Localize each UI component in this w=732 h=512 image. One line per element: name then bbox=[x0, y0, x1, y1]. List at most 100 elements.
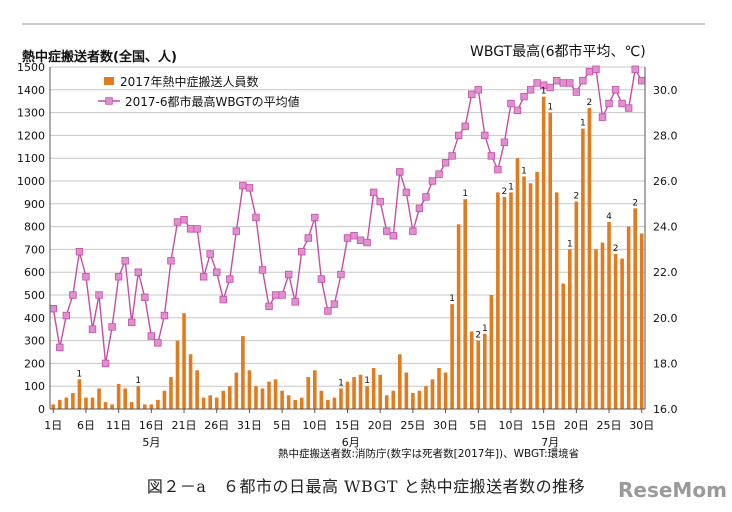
wbgt-marker bbox=[206, 250, 214, 258]
left-y-tick-label: 1400 bbox=[17, 84, 45, 97]
wbgt-marker bbox=[56, 343, 64, 352]
wbgt-marker bbox=[62, 311, 71, 320]
death-count-label: 1 bbox=[77, 369, 83, 379]
month-label: 7月 bbox=[541, 436, 559, 449]
bar bbox=[496, 192, 500, 409]
bar bbox=[437, 367, 441, 409]
right-y-tick-label: 30.0 bbox=[653, 84, 678, 97]
wbgt-marker bbox=[356, 236, 365, 244]
bar bbox=[384, 395, 389, 409]
death-count-label: 2 bbox=[613, 244, 619, 254]
left-y-tick-label: 100 bbox=[24, 380, 45, 393]
death-count-label: 1 bbox=[462, 189, 468, 199]
wbgt-marker bbox=[481, 131, 489, 140]
bar bbox=[129, 402, 134, 409]
bar bbox=[548, 112, 552, 409]
wbgt-marker bbox=[95, 291, 103, 299]
x-tick-label: 21日 bbox=[172, 419, 197, 432]
x-tick-label: 1日 bbox=[44, 419, 62, 432]
death-count-label: 1 bbox=[338, 378, 344, 388]
wbgt-marker bbox=[618, 99, 626, 108]
bar bbox=[528, 183, 533, 409]
bar bbox=[541, 96, 546, 409]
wbgt-marker bbox=[284, 270, 293, 279]
death-count-label: 2 bbox=[587, 98, 593, 108]
bar bbox=[535, 171, 539, 409]
wbgt-marker bbox=[330, 300, 339, 308]
bar bbox=[182, 313, 186, 409]
right-y-tick-labels: 16.0 18.0 20.0 22.0 24.0 26.0 28.0 30.0 bbox=[653, 84, 678, 416]
wbgt-marker bbox=[219, 295, 227, 304]
wbgt-marker bbox=[199, 273, 208, 281]
bar bbox=[391, 390, 396, 409]
line-series bbox=[52, 67, 643, 364]
bar bbox=[476, 340, 481, 409]
bar bbox=[123, 388, 127, 409]
wbgt-marker bbox=[598, 113, 607, 121]
wbgt-marker bbox=[278, 291, 286, 299]
legend-bar-swatch bbox=[104, 77, 114, 85]
bar bbox=[581, 128, 585, 409]
wbgt-marker bbox=[441, 159, 450, 167]
bar bbox=[299, 397, 304, 409]
bar bbox=[345, 381, 350, 409]
bar bbox=[587, 108, 592, 409]
wbgt-marker bbox=[311, 213, 319, 222]
wbgt-marker bbox=[160, 311, 169, 320]
left-y-tick-label: 200 bbox=[24, 357, 45, 370]
death-count-label: 2 bbox=[502, 187, 508, 197]
death-count-label: 1 bbox=[541, 87, 547, 97]
wbgt-marker bbox=[520, 92, 528, 101]
right-y-tick-label: 18.0 bbox=[653, 357, 678, 370]
left-axis-title: 熱中症搬送者数(全国、人) bbox=[22, 50, 177, 65]
month-labels: 5月 6月 7月 bbox=[142, 436, 559, 449]
wbgt-marker bbox=[376, 197, 384, 206]
bar bbox=[424, 386, 428, 409]
month-label: 5月 bbox=[142, 436, 160, 449]
bar bbox=[286, 395, 291, 409]
bar bbox=[208, 395, 212, 409]
wbgt-marker bbox=[631, 65, 639, 73]
wbgt-marker bbox=[422, 193, 430, 201]
wbgt-marker bbox=[638, 76, 646, 85]
x-tick-labels: 1日 6日 11日 16日 21日 26日 31日 5日 10日 15日 20日 25日 30日 5日 10… bbox=[44, 419, 654, 432]
wbgt-marker bbox=[82, 273, 90, 281]
left-y-tick-labels: 0 100 200 300 400 500 600 700 800 900 1000 1100 1200… bbox=[17, 61, 45, 416]
wbgt-marker bbox=[337, 270, 345, 279]
legend: 2017年熱中症搬送人員数 2017-6都市最高WBGTの平均値 bbox=[98, 74, 300, 109]
bar bbox=[293, 399, 297, 409]
bar bbox=[149, 404, 154, 409]
bar bbox=[600, 242, 605, 409]
wbgt-marker bbox=[213, 268, 221, 276]
bar bbox=[221, 390, 226, 409]
wbgt-marker bbox=[154, 339, 162, 347]
right-y-tick-label: 26.0 bbox=[653, 175, 678, 188]
bar bbox=[352, 377, 356, 409]
bar bbox=[214, 397, 219, 409]
bar bbox=[110, 404, 114, 409]
wbgt-marker bbox=[500, 138, 509, 146]
wbgt-marker bbox=[402, 188, 411, 197]
wbgt-marker bbox=[232, 227, 241, 235]
month-label: 6月 bbox=[342, 436, 360, 449]
left-y-tick-label: 700 bbox=[24, 243, 45, 256]
bar bbox=[313, 370, 317, 409]
x-tick-label: 16日 bbox=[139, 419, 164, 432]
bar bbox=[90, 397, 95, 409]
wbgt-marker bbox=[350, 232, 358, 240]
wbgt-marker bbox=[317, 275, 326, 283]
right-y-tick-label: 24.0 bbox=[653, 221, 678, 234]
wbgt-marker bbox=[605, 99, 613, 108]
wbgt-marker bbox=[435, 170, 443, 178]
death-count-label: 2 bbox=[632, 198, 638, 208]
right-axis-title: WBGT最高(6都市平均、℃) bbox=[470, 44, 646, 60]
death-count-label: 1 bbox=[508, 182, 514, 192]
death-count-label: 2 bbox=[573, 192, 579, 202]
bar bbox=[201, 397, 206, 409]
left-y-tick-label: 1100 bbox=[17, 152, 45, 165]
source-note: 熱中症搬送者数:消防庁(数字は死者数[2017年])、WBGT:環境省 bbox=[278, 448, 580, 460]
bar bbox=[430, 379, 435, 409]
bar bbox=[443, 372, 448, 409]
wbgt-marker bbox=[533, 79, 541, 87]
